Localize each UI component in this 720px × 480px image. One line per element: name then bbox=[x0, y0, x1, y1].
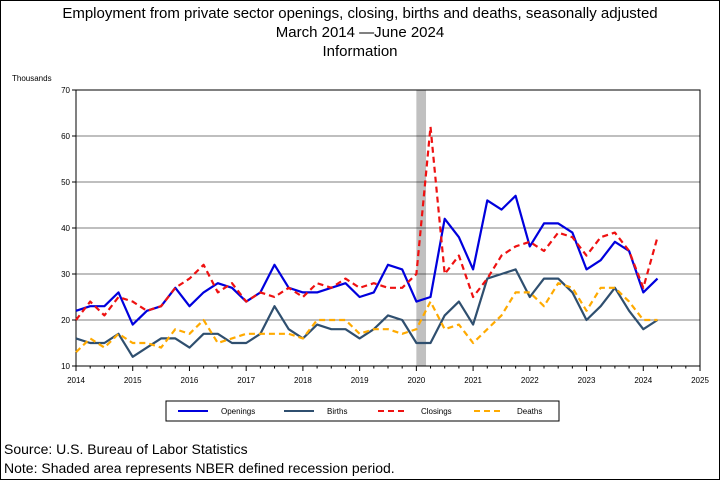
x-tick-label: 2016 bbox=[181, 376, 199, 385]
series-line-deaths bbox=[75, 282, 658, 353]
y-tick-label: 10 bbox=[61, 362, 70, 371]
y-tick-label: 30 bbox=[61, 270, 70, 279]
y-axis-label: Thousands bbox=[12, 74, 52, 83]
legend-label-closings: Closings bbox=[421, 407, 452, 416]
x-tick-label: 2024 bbox=[634, 376, 652, 385]
legend-label-openings: Openings bbox=[221, 407, 255, 416]
x-tick-label: 2018 bbox=[294, 376, 312, 385]
x-tick-label: 2021 bbox=[464, 376, 482, 385]
x-tick-label: 2025 bbox=[691, 376, 709, 385]
x-tick-label: 2017 bbox=[237, 376, 255, 385]
chart-subtitle-2: Information bbox=[322, 43, 398, 60]
legend-label-deaths: Deaths bbox=[517, 407, 542, 416]
legend-label-births: Births bbox=[327, 407, 347, 416]
legend-box bbox=[165, 400, 560, 422]
x-tick-label: 2022 bbox=[521, 376, 539, 385]
x-tick-label: 2019 bbox=[351, 376, 369, 385]
y-tick-label: 50 bbox=[61, 178, 70, 187]
recession-note: Note: Shaded area represents NBER define… bbox=[4, 460, 395, 476]
chart-titles: Employment from private sector openings,… bbox=[0, 4, 720, 61]
y-tick-label: 60 bbox=[61, 132, 70, 141]
series-line-births bbox=[75, 268, 659, 358]
source-note: Source: U.S. Bureau of Labor Statistics bbox=[4, 441, 248, 457]
x-tick-label: 2015 bbox=[124, 376, 142, 385]
x-tick-label: 2014 bbox=[67, 376, 85, 385]
x-tick-label: 2023 bbox=[578, 376, 596, 385]
y-tick-label: 40 bbox=[61, 224, 70, 233]
series-line-openings bbox=[75, 194, 659, 326]
series-line-closings bbox=[75, 125, 659, 321]
y-tick-label: 70 bbox=[61, 86, 70, 95]
chart-subtitle: March 2014 —June 2024 bbox=[275, 24, 445, 41]
chart-title: Employment from private sector openings,… bbox=[62, 5, 658, 22]
y-tick-label: 20 bbox=[61, 316, 70, 325]
x-tick-label: 2020 bbox=[407, 376, 425, 385]
